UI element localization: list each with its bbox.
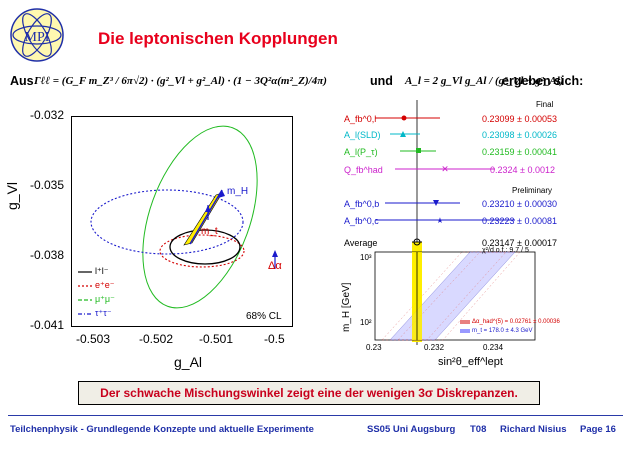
footer-divider: [8, 415, 623, 416]
coupling-plot: [78, 125, 278, 315]
coupling-plot-frame: [71, 116, 293, 327]
y-tick: -0.041: [30, 318, 65, 332]
measurement-ac0c: ★: [375, 216, 515, 225]
row-label-ac0c: A_fb^0,c: [344, 216, 379, 226]
mt-arrow-head: [205, 205, 211, 212]
footer-code: T08: [470, 424, 487, 435]
mpi-logo: MPI: [10, 8, 64, 62]
row-label-ab0l: A_fb^0,l: [344, 114, 377, 124]
slide-title: Die leptonischen Kopplungen: [98, 29, 338, 48]
row-value-ab0l: 0.23099 ± 0.00053: [482, 114, 558, 124]
header-final: Final: [536, 100, 554, 109]
sin2-tick: 0.234: [483, 343, 504, 352]
dalpha-label: Δα: [268, 260, 282, 272]
mh-tick: 10³: [360, 253, 372, 262]
formula-and: und: [370, 74, 393, 88]
sin2-tick: 0.232: [424, 343, 445, 352]
formula-intro: Aus: [10, 74, 34, 88]
row-label-ab0b: A_fb^0,b: [344, 199, 380, 209]
mh-tick: 10²: [360, 318, 372, 327]
footer-author: Richard Nisius: [500, 424, 567, 435]
svg-text:MPI: MPI: [25, 30, 50, 45]
row-value-ab0b: 0.23210 ± 0.00030: [482, 199, 558, 209]
row-label-qfb: Q_fb^had: [344, 165, 383, 175]
measurement-average: [412, 238, 422, 246]
measurement-alsld: [390, 131, 420, 137]
y-tick: -0.038: [30, 248, 65, 262]
row-value-average: 0.23147 ± 0.00017: [482, 238, 558, 248]
svg-text:✕: ✕: [441, 164, 449, 174]
row-value-alsld: 0.23098 ± 0.00026: [482, 130, 558, 140]
y-tick: -0.035: [30, 178, 65, 192]
mh-arrow-head: [218, 190, 225, 198]
formula-result: ergeben sich:: [502, 74, 584, 88]
row-value-ac0c: 0.23223 ± 0.00081: [482, 216, 558, 226]
legend-taus: τ⁺τ⁻: [95, 308, 112, 318]
y-axis-label: g_Vl: [4, 181, 20, 210]
row-label-average: Average: [344, 238, 378, 248]
legend-leptons: l⁺l⁻: [95, 266, 109, 276]
row-value-alptau: 0.23159 ± 0.00041: [482, 147, 558, 157]
footer-term: SS05 Uni Augsburg: [367, 424, 456, 435]
measurement-ab0b: [385, 200, 460, 206]
x-tick: -0.5: [264, 332, 285, 346]
electron-ellipse: [159, 234, 245, 268]
measurement-qfb: ✕: [395, 164, 495, 174]
cl-label: 68% CL: [246, 311, 282, 322]
mh-label: m_H: [227, 186, 249, 197]
header-preliminary: Preliminary: [512, 186, 553, 195]
sin2-axis-label: sin²θ_eff^lept: [438, 356, 503, 368]
legend-muons: μ⁺μ⁻: [95, 294, 115, 304]
legend-dalpha: Δα_had^(5) = 0.02761 ± 0.00036: [472, 319, 560, 325]
sin2theta-plot: ✕ ★: [374, 100, 536, 345]
formula-gamma: Γℓℓ = (G_F m_Z³ / 6π√2) · (g²_Vl + g²_Al…: [34, 75, 327, 87]
x-tick: -0.502: [139, 332, 174, 346]
leptons-ellipse: [169, 229, 241, 265]
svg-text:★: ★: [436, 216, 443, 225]
mh-arrow-line: [189, 189, 223, 245]
x-tick: -0.501: [199, 332, 234, 346]
mh-plot-frame: [374, 251, 536, 341]
measurement-ab0l: [375, 115, 440, 121]
legend-electrons: e⁺e⁻: [95, 280, 115, 290]
footer-course: Teilchenphysik - Grundlegende Konzepte u…: [10, 424, 314, 435]
x-tick: -0.503: [76, 332, 111, 346]
footer-page: Page 16: [580, 424, 616, 435]
y-tick: -0.032: [30, 108, 65, 122]
x-axis-label: g_Al: [174, 354, 203, 370]
row-value-qfb: 0.2324 ± 0.0012: [490, 165, 555, 175]
discrepancy-callout: Der schwache Mischungswinkel zeigt eine …: [78, 381, 540, 405]
formula-al: A_l = 2 g_Vl g_Al / (g²_Vl + g²_Al): [405, 75, 564, 87]
chi2-label: χ²/d.o.f.: 9.7 / 5: [482, 247, 529, 254]
row-label-alsld: A_l(SLD): [344, 130, 381, 140]
sm-prediction-bands: [381, 251, 521, 341]
tau-ellipse: [90, 189, 244, 255]
dalpha-arrow-head: [272, 250, 278, 257]
legend-swatch-dalpha: [460, 320, 470, 324]
measurement-alptau: [400, 148, 436, 153]
sin2-tick: 0.23: [366, 343, 382, 352]
row-label-alptau: A_l(P_τ): [344, 147, 378, 157]
legend-mt: m_t = 178.0 ± 4.3 GeV: [472, 328, 533, 334]
legend-swatch-mt: [460, 329, 470, 333]
mu-ellipse: [142, 125, 258, 309]
mh-axis-label: m_H [GeV]: [341, 282, 352, 332]
mt-label: m_t: [201, 226, 218, 237]
